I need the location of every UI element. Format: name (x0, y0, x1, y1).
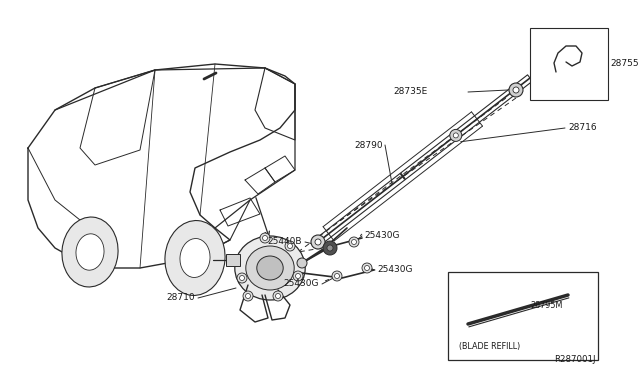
Circle shape (262, 235, 268, 241)
Ellipse shape (246, 246, 294, 290)
Circle shape (323, 241, 337, 255)
Text: R287001J: R287001J (554, 356, 596, 365)
Circle shape (275, 294, 280, 298)
Ellipse shape (235, 236, 305, 300)
Circle shape (513, 87, 519, 93)
Circle shape (311, 235, 325, 249)
Circle shape (362, 263, 372, 273)
Ellipse shape (165, 221, 225, 295)
Circle shape (260, 233, 270, 243)
Circle shape (509, 83, 523, 97)
Text: 28735E: 28735E (394, 87, 428, 96)
Bar (226, 254, 240, 266)
Circle shape (335, 273, 339, 279)
Circle shape (296, 273, 301, 279)
Text: 28716: 28716 (568, 124, 596, 132)
Circle shape (297, 258, 307, 268)
Circle shape (327, 245, 333, 251)
Ellipse shape (62, 217, 118, 287)
Text: 25440B: 25440B (268, 237, 302, 247)
Circle shape (349, 237, 359, 247)
Text: 25430G: 25430G (377, 266, 413, 275)
Circle shape (287, 244, 292, 248)
Circle shape (351, 240, 356, 244)
Circle shape (239, 276, 244, 280)
Circle shape (243, 291, 253, 301)
Circle shape (453, 133, 458, 138)
Ellipse shape (76, 234, 104, 270)
Circle shape (237, 273, 247, 283)
Text: 28790: 28790 (355, 141, 383, 150)
Circle shape (273, 291, 283, 301)
Circle shape (246, 294, 250, 298)
Bar (448, 272, 598, 360)
Circle shape (450, 129, 462, 141)
Circle shape (315, 239, 321, 245)
Ellipse shape (180, 238, 210, 278)
Text: 25430G: 25430G (364, 231, 399, 241)
Text: 25430G: 25430G (284, 279, 319, 289)
Bar (530, 28, 608, 100)
Text: (BLADE REFILL): (BLADE REFILL) (460, 341, 520, 350)
Ellipse shape (257, 256, 284, 280)
Text: 28795M: 28795M (530, 301, 563, 310)
Circle shape (332, 271, 342, 281)
Circle shape (365, 266, 369, 270)
Circle shape (293, 271, 303, 281)
Text: 28710: 28710 (166, 294, 195, 302)
Circle shape (285, 241, 295, 251)
Text: 28755: 28755 (610, 60, 639, 68)
